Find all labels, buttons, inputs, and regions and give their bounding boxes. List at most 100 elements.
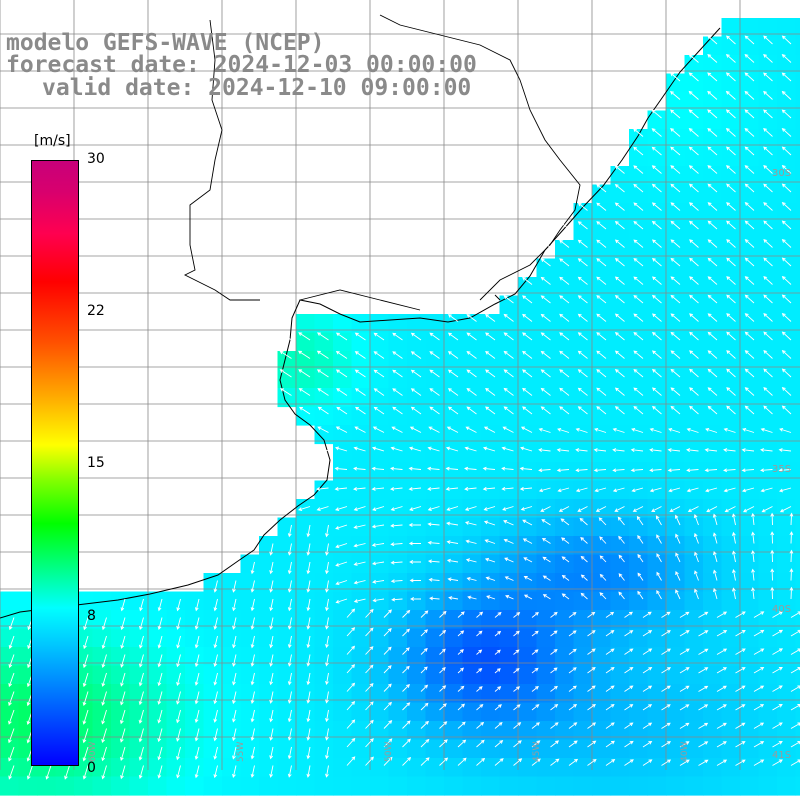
colorbar [31, 160, 79, 766]
wind-cell [222, 776, 242, 796]
wind-arrow [287, 635, 292, 649]
wind-arrow [390, 466, 403, 471]
wind-cell [647, 388, 667, 408]
wind-arrow [577, 350, 588, 359]
wind-arrow [686, 448, 699, 452]
wind-arrow [598, 517, 607, 526]
wind-cell [647, 240, 667, 260]
wind-arrow [577, 295, 588, 304]
wind-arrow [605, 722, 615, 729]
wind-cell [758, 277, 778, 297]
wind-cell [684, 92, 704, 112]
wind-cell [740, 443, 760, 463]
wind-cell [573, 721, 593, 741]
wind-cell [111, 776, 131, 796]
wind-arrow [633, 128, 644, 137]
wind-cell [499, 351, 519, 371]
wind-cell [684, 462, 704, 482]
wind-cell [795, 573, 800, 593]
wind-arrow [410, 406, 422, 415]
wind-arrow [716, 722, 727, 729]
wind-cell [462, 462, 482, 482]
wind-arrow [557, 487, 570, 493]
wind-arrow [731, 550, 736, 563]
wind-arrow [642, 685, 653, 692]
wind-arrow [287, 524, 292, 538]
wind-cell [592, 758, 612, 778]
wind-arrow [176, 691, 181, 705]
wind-cell [721, 369, 741, 389]
wind-cell [684, 166, 704, 186]
wind-cell [610, 536, 630, 556]
wind-arrow [726, 202, 736, 211]
wind-arrow [464, 486, 477, 491]
wind-cell [536, 591, 556, 611]
wind-arrow [494, 686, 502, 692]
wind-cell [666, 92, 686, 112]
wind-cell [314, 406, 334, 426]
wind-cell [481, 758, 501, 778]
wind-cell [166, 776, 186, 796]
wind-cell [629, 406, 649, 426]
wind-arrow [561, 575, 570, 581]
wind-arrow [772, 667, 783, 674]
wind-cell [407, 536, 427, 556]
wind-arrow [540, 332, 551, 341]
wind-arrow [542, 556, 551, 563]
wind-cell [425, 628, 445, 648]
wind-arrow [522, 276, 533, 285]
wind-cell [573, 480, 593, 500]
wind-cell [370, 610, 390, 630]
wind-cell [758, 129, 778, 149]
wind-arrow [353, 524, 366, 529]
wind-arrow [447, 351, 459, 359]
wind-arrow [306, 746, 311, 760]
wind-arrow [633, 369, 644, 378]
wind-cell [370, 684, 390, 704]
wind-cell [425, 332, 445, 352]
wind-cell [758, 406, 778, 426]
wind-cell [647, 203, 667, 223]
wind-arrow [297, 506, 311, 511]
wind-cell [166, 758, 186, 778]
wind-cell [795, 554, 800, 574]
wind-cell [647, 517, 667, 537]
wind-arrow [101, 709, 107, 725]
wind-cell [610, 739, 630, 759]
wind-cell [777, 758, 797, 778]
wind-arrow [429, 406, 440, 415]
wind-cell [388, 739, 408, 759]
wind-arrow [465, 521, 477, 526]
wind-cell [296, 332, 316, 352]
wind-cell [629, 203, 649, 223]
wind-cell [481, 499, 501, 519]
wind-arrow [559, 350, 570, 359]
wind-arrow [8, 746, 15, 762]
wind-cell [370, 462, 390, 482]
wind-arrow [420, 610, 429, 618]
wind-arrow [712, 513, 718, 526]
wind-arrow [698, 648, 709, 655]
wind-cell [629, 184, 649, 204]
wind-cell [703, 240, 723, 260]
wind-arrow [439, 757, 449, 766]
wind-arrow [707, 368, 718, 378]
lat-label: 40S [772, 604, 792, 615]
wind-arrow [504, 557, 514, 563]
wind-arrow [580, 592, 588, 600]
wind-arrow [688, 53, 699, 63]
wind-arrow [781, 127, 792, 137]
wind-arrow [661, 667, 672, 674]
wind-arrow [306, 543, 311, 556]
wind-cell [518, 369, 538, 389]
wind-arrow [726, 276, 736, 285]
wind-arrow [744, 313, 755, 322]
wind-arrow [670, 405, 681, 415]
wind-cell [795, 628, 800, 648]
wind-cell [425, 480, 445, 500]
wind-arrow [612, 487, 625, 493]
wind-cell [758, 554, 778, 574]
wind-cell [777, 18, 797, 38]
wind-cell [777, 295, 797, 315]
wind-arrow [503, 538, 514, 544]
